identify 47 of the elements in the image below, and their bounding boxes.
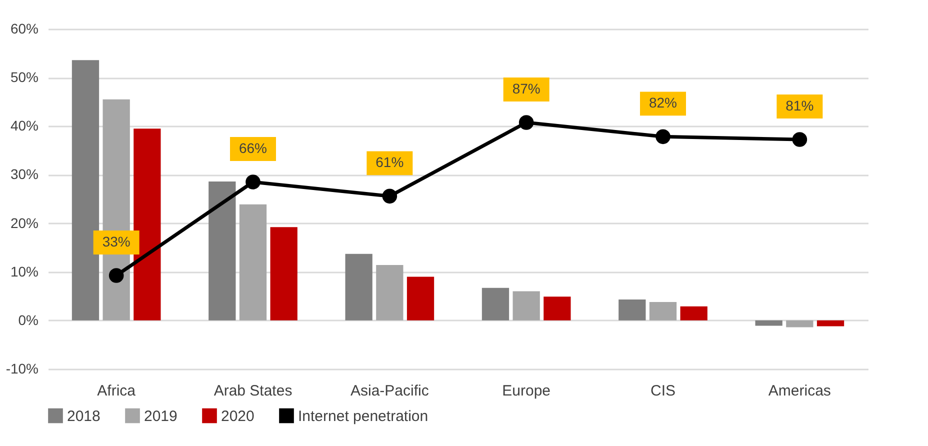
bar xyxy=(816,320,844,326)
point xyxy=(108,268,124,283)
bar xyxy=(680,306,708,320)
legend-label: 2018 xyxy=(67,408,100,425)
bar xyxy=(239,204,267,320)
x-tick-label: Arab States xyxy=(214,382,292,400)
y-tick-label: 60% xyxy=(10,20,38,36)
y-tick-label: 30% xyxy=(10,166,38,182)
bar xyxy=(544,296,571,320)
data-label: 66% xyxy=(238,140,268,156)
data-label: 82% xyxy=(648,94,678,111)
bar xyxy=(208,182,236,320)
bar xyxy=(618,300,646,320)
data-label: 87% xyxy=(512,80,540,96)
bar xyxy=(376,265,404,320)
x-tick-label: CIS xyxy=(650,382,676,400)
data-label: 61% xyxy=(376,154,404,170)
data-label: 33% xyxy=(102,234,130,250)
x-tick-label: Africa xyxy=(97,382,136,400)
data-label: 81% xyxy=(786,98,814,114)
y-tick-label: 0% xyxy=(18,312,38,328)
bar xyxy=(345,254,372,320)
bar xyxy=(649,302,677,320)
bar xyxy=(512,291,540,320)
bar xyxy=(406,276,434,320)
bar xyxy=(755,320,782,326)
y-tick-label: 50% xyxy=(10,69,38,86)
bar xyxy=(786,320,814,328)
point xyxy=(792,132,808,147)
legend-label: Internet penetration xyxy=(298,408,428,425)
bar xyxy=(270,227,298,320)
x-tick-label: Asia-Pacific xyxy=(350,382,430,400)
y-tick-label: 40% xyxy=(10,118,38,134)
bar xyxy=(72,60,100,320)
legend-label: 2019 xyxy=(144,408,178,425)
point xyxy=(382,188,398,204)
legend-label: 2020 xyxy=(221,408,254,425)
x-tick-label: Europe xyxy=(502,382,551,400)
bar xyxy=(482,288,510,320)
y-tick-label: 10% xyxy=(10,263,38,280)
point xyxy=(246,174,260,190)
point xyxy=(656,129,670,144)
y-tick-label: 20% xyxy=(10,214,38,231)
bar xyxy=(134,128,161,320)
x-tick-label: Americas xyxy=(768,382,831,400)
y-tick-label: -10% xyxy=(6,360,38,376)
point xyxy=(518,115,534,130)
